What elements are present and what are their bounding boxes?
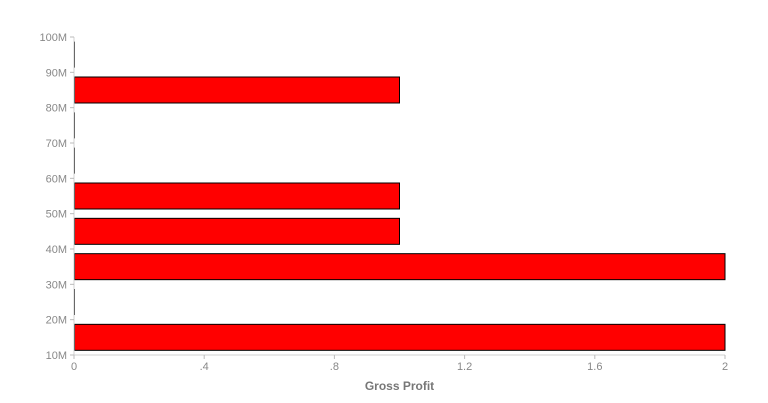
x-tick-label: 1.6 — [587, 361, 602, 373]
y-tick-label: 30M — [46, 279, 67, 291]
y-tick-label: 80M — [46, 103, 67, 115]
y-tick-label: 40M — [46, 244, 67, 256]
x-tick-label: .8 — [330, 361, 339, 373]
bar-80M — [74, 76, 400, 104]
x-tick-label: 0 — [71, 361, 77, 373]
y-tick-label: 90M — [46, 67, 67, 79]
x-tick-label: 2 — [722, 361, 728, 373]
y-axis-ticks: 10M 20M 30M 40M 50M 60M 70M 80M 90M 100M — [39, 32, 74, 362]
x-axis-ticks: 0 .4 .8 1.2 1.6 2 — [71, 355, 728, 373]
y-tick-label: 50M — [46, 209, 67, 221]
y-tick-label: 10M — [46, 350, 67, 362]
y-tick-label: 70M — [46, 138, 67, 150]
x-tick-label: 1.2 — [457, 361, 472, 373]
x-axis-title: Gross Profit — [365, 379, 434, 393]
bar-30M — [74, 253, 726, 281]
y-tick-label: 60M — [46, 173, 67, 185]
bar-40M — [74, 217, 400, 245]
x-tick-label: .4 — [200, 361, 209, 373]
plot-area — [74, 41, 726, 351]
y-tick-label: 20M — [46, 315, 67, 327]
bar-10M — [74, 323, 726, 351]
bar-50M — [74, 182, 400, 210]
y-tick-label: 100M — [39, 32, 67, 44]
